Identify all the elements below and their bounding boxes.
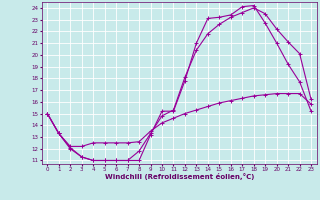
X-axis label: Windchill (Refroidissement éolien,°C): Windchill (Refroidissement éolien,°C)	[105, 173, 254, 180]
